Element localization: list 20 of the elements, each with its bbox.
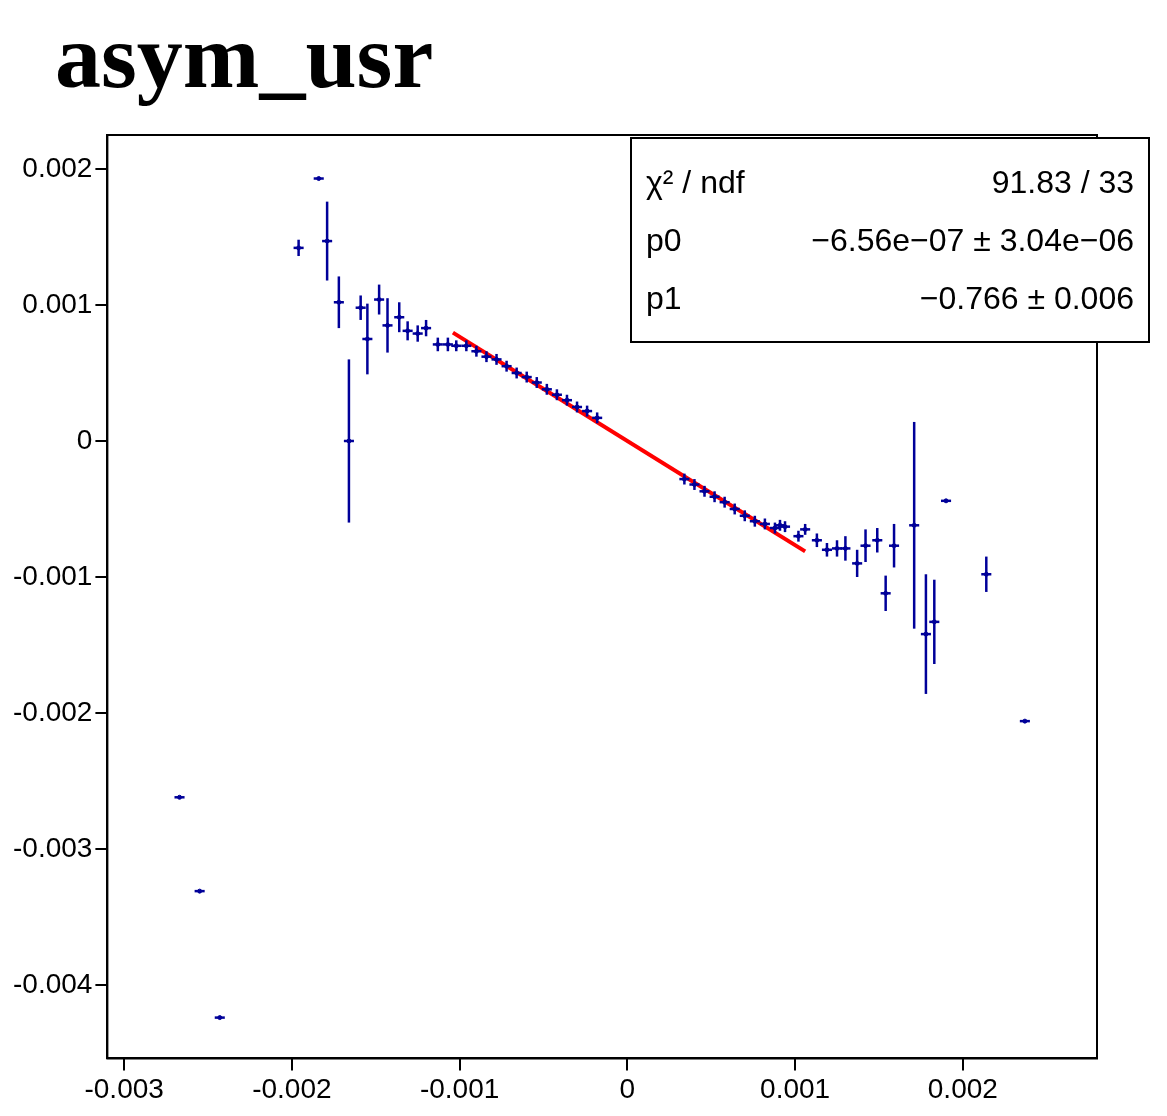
annotation: −6.56e−07 ± 3.04e−06 bbox=[811, 221, 1134, 260]
y-tick-label: 0.002 bbox=[22, 151, 93, 183]
annotation: p0 bbox=[646, 221, 682, 260]
y-tick-label: -0.001 bbox=[12, 559, 93, 591]
annotation: 91.83 / 33 bbox=[991, 163, 1134, 202]
x-tick-label: 0.001 bbox=[760, 1072, 831, 1104]
x-tick-label: 0.002 bbox=[927, 1072, 998, 1104]
annotation: χ² / ndf bbox=[646, 163, 745, 202]
y-tick-label: -0.003 bbox=[12, 831, 93, 863]
x-tick-label: -0.001 bbox=[419, 1072, 500, 1104]
x-tick-label: -0.003 bbox=[84, 1072, 164, 1104]
annotation: p1 bbox=[646, 279, 682, 318]
y-tick-label: 0 bbox=[76, 423, 93, 455]
x-tick-label: -0.002 bbox=[252, 1072, 332, 1104]
y-tick-label: 0.001 bbox=[22, 287, 93, 319]
chart-title: asym_usr bbox=[55, 4, 434, 109]
y-tick-label: -0.002 bbox=[12, 695, 93, 727]
annotation: −0.766 ± 0.006 bbox=[919, 279, 1134, 318]
y-tick-label: -0.004 bbox=[12, 967, 93, 999]
x-tick-label: 0 bbox=[619, 1072, 636, 1104]
